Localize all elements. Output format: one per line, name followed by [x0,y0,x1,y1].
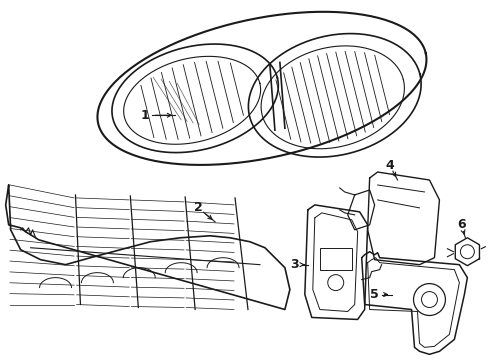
Circle shape [421,292,438,307]
Text: 1: 1 [141,109,149,122]
Circle shape [328,275,343,291]
Text: 4: 4 [385,158,394,172]
Text: 5: 5 [370,288,379,301]
Text: 2: 2 [194,201,202,215]
Circle shape [461,245,474,259]
Circle shape [414,284,445,315]
Bar [320,248,352,270]
Text: 6: 6 [457,218,465,231]
Text: 3: 3 [291,258,299,271]
